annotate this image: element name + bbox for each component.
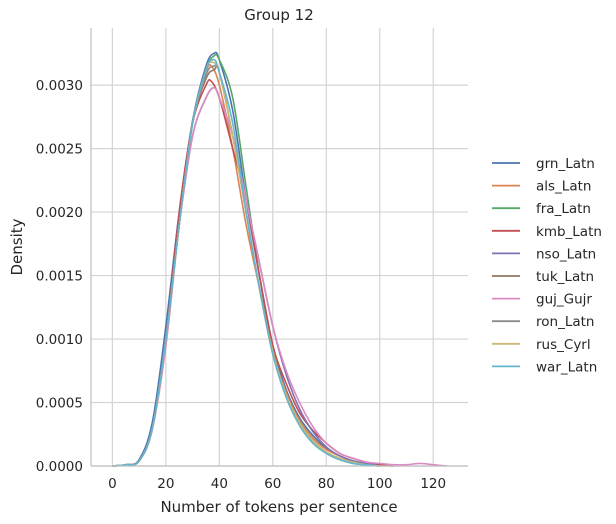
legend-entry: rus_Cyrl [492, 337, 591, 353]
x-axis-title: Number of tokens per sentence [160, 498, 397, 516]
series-line-nso-latn [112, 86, 380, 467]
series-line-tuk-latn [112, 65, 380, 467]
y-tick-label: 0.0020 [36, 205, 83, 221]
legend-label: nso_Latn [536, 246, 596, 262]
x-tick-label: 40 [211, 476, 228, 492]
legend-label: kmb_Latn [536, 224, 602, 240]
y-axis-title: Density [8, 218, 26, 275]
legend-label: grn_Latn [536, 156, 595, 172]
y-tick-label: 0.0010 [36, 332, 83, 348]
legend-entry: kmb_Latn [492, 224, 602, 240]
y-tick-label: 0.0030 [36, 78, 83, 94]
legend-label: ron_Latn [536, 314, 594, 330]
y-tick-labels: 0.0000 0.0005 0.0010 0.0015 0.0020 0.0025 0.00… [36, 78, 83, 475]
legend-entry: nso_Latn [492, 246, 596, 262]
series-line-guj-gujr [112, 86, 447, 467]
series-line-war-latn [112, 58, 380, 467]
legend-entry: guj_Gujr [492, 292, 592, 308]
x-tick-label: 60 [264, 476, 281, 492]
x-tick-label: 0 [108, 476, 117, 492]
legend-entry: ron_Latn [492, 314, 594, 330]
legend-entry: fra_Latn [492, 201, 591, 217]
legend-entry: grn_Latn [492, 156, 595, 172]
series-line-rus-cyrl [112, 61, 380, 467]
y-tick-label: 0.0015 [36, 269, 83, 285]
chart-title: Group 12 [244, 6, 314, 24]
legend-entry: war_Latn [492, 359, 597, 375]
legend: grn_Latn als_Latn fra_Latn kmb_Latn nso_Latn… [492, 156, 602, 375]
legend-label: war_Latn [536, 359, 597, 375]
series-line-ron-latn [112, 63, 380, 467]
legend-label: tuk_Latn [536, 269, 594, 285]
y-tick-label: 0.0000 [36, 459, 83, 475]
x-tick-label: 120 [420, 476, 446, 492]
grid-lines [91, 28, 468, 467]
axes [90, 28, 468, 467]
x-tick-label: 20 [157, 476, 174, 492]
legend-entry: tuk_Latn [492, 269, 594, 285]
legend-label: rus_Cyrl [536, 337, 591, 353]
legend-label: guj_Gujr [536, 292, 592, 308]
y-tick-label: 0.0025 [36, 142, 83, 158]
legend-label: als_Latn [536, 179, 591, 195]
series-line-fra-latn [112, 53, 380, 467]
x-tick-label: 80 [318, 476, 335, 492]
series-lines [112, 51, 447, 467]
legend-entry: als_Latn [492, 179, 591, 195]
x-tick-label: 100 [367, 476, 393, 492]
legend-label: fra_Latn [536, 201, 591, 217]
x-tick-labels: 0 20 40 60 80 100 120 [108, 476, 446, 492]
y-tick-label: 0.0005 [36, 396, 83, 412]
